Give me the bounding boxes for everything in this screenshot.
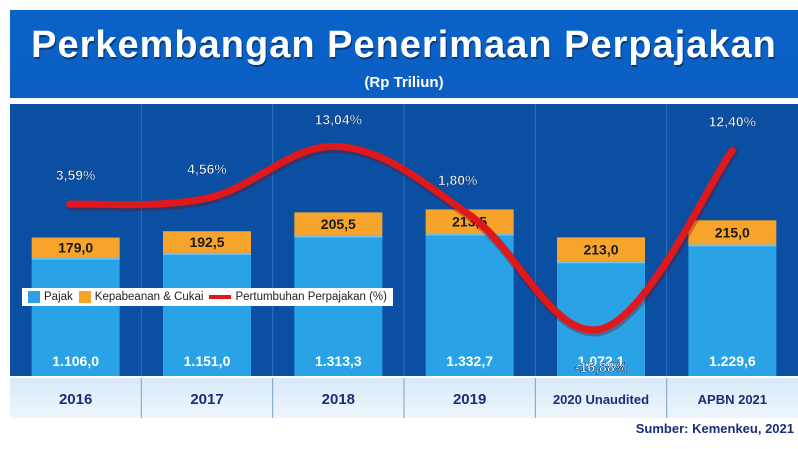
data-label-cukai: 179,0: [58, 240, 93, 256]
x-tick-label: 2020 Unaudited: [553, 392, 649, 407]
data-label-growth: 13,04%: [315, 111, 363, 127]
chart-title: Perkembangan Penerimaan Perpajakan: [31, 24, 777, 66]
data-label-pajak: 1.313,3: [315, 353, 362, 369]
x-tick-label: 2018: [322, 391, 355, 408]
data-label-growth: -16,88%: [575, 359, 628, 375]
chart-subtitle: (Rp Triliun): [364, 74, 444, 91]
legend-swatch-cukai: [78, 291, 91, 303]
data-label-growth: 4,56%: [187, 161, 227, 177]
bar-pajak: [557, 261, 645, 376]
data-label-cukai: 192,5: [189, 234, 224, 250]
bar-pajak: [163, 252, 251, 376]
legend-item-cukai: Kepabeanan & Cukai: [78, 291, 204, 303]
data-label-cukai: 213,0: [583, 241, 618, 257]
data-label-growth: 12,40%: [709, 113, 757, 129]
bar-pajak-highlight: [425, 233, 514, 236]
bar-cukai: [31, 237, 120, 258]
legend-label-cukai: Kepabeanan & Cukai: [94, 291, 204, 303]
bar-cukai: [163, 231, 251, 253]
x-tick-label: 2017: [190, 391, 223, 408]
x-tick-label: 2016: [59, 391, 92, 408]
data-label-pajak: 1.151,0: [184, 353, 231, 369]
bar-pajak-highlight: [688, 244, 777, 247]
data-label-cukai: 205,5: [321, 216, 356, 232]
bar-pajak: [688, 244, 777, 376]
data-label-pajak: 1.229,6: [709, 353, 756, 369]
bar-pajak: [31, 257, 120, 376]
legend-label-growth: Pertumbuhan Perpajakan (%): [235, 291, 387, 303]
x-tick-label: APBN 2021: [698, 392, 767, 407]
data-label-pajak: 1.106,0: [52, 353, 99, 369]
header-banner: Perkembangan Penerimaan Perpajakan (Rp T…: [10, 10, 798, 98]
bar-pajak-highlight: [31, 257, 120, 260]
data-label-cukai: 215,0: [715, 224, 750, 240]
data-label-growth: 1,80%: [438, 172, 478, 188]
data-label-growth: 3,59%: [56, 167, 96, 183]
legend-label-pajak: Pajak: [44, 291, 73, 303]
bar-cukai: [557, 237, 645, 262]
bar-cukai: [688, 220, 777, 245]
bar-cukai: [294, 212, 383, 236]
x-tick-label: 2019: [453, 391, 486, 408]
source-note: Sumber: Kemenkeu, 2021: [635, 421, 794, 436]
bar-pajak-highlight: [294, 235, 383, 238]
bar-pajak-highlight: [557, 261, 645, 264]
legend-line-growth: [209, 295, 232, 299]
bar-cukai: [425, 209, 514, 234]
bar-pajak-highlight: [163, 252, 251, 255]
data-label-pajak: 1.072,1: [578, 353, 625, 369]
legend: Pajak Kepabeanan & Cukai Pertumbuhan Per…: [22, 288, 393, 306]
legend-swatch-pajak: [28, 291, 40, 303]
legend-item-growth: Pertumbuhan Perpajakan (%): [209, 291, 387, 303]
growth-line: [66, 142, 736, 334]
divider: [10, 98, 798, 104]
bar-pajak: [425, 233, 514, 376]
data-label-pajak: 1.332,7: [446, 353, 493, 369]
legend-item-pajak: Pajak: [28, 291, 73, 303]
